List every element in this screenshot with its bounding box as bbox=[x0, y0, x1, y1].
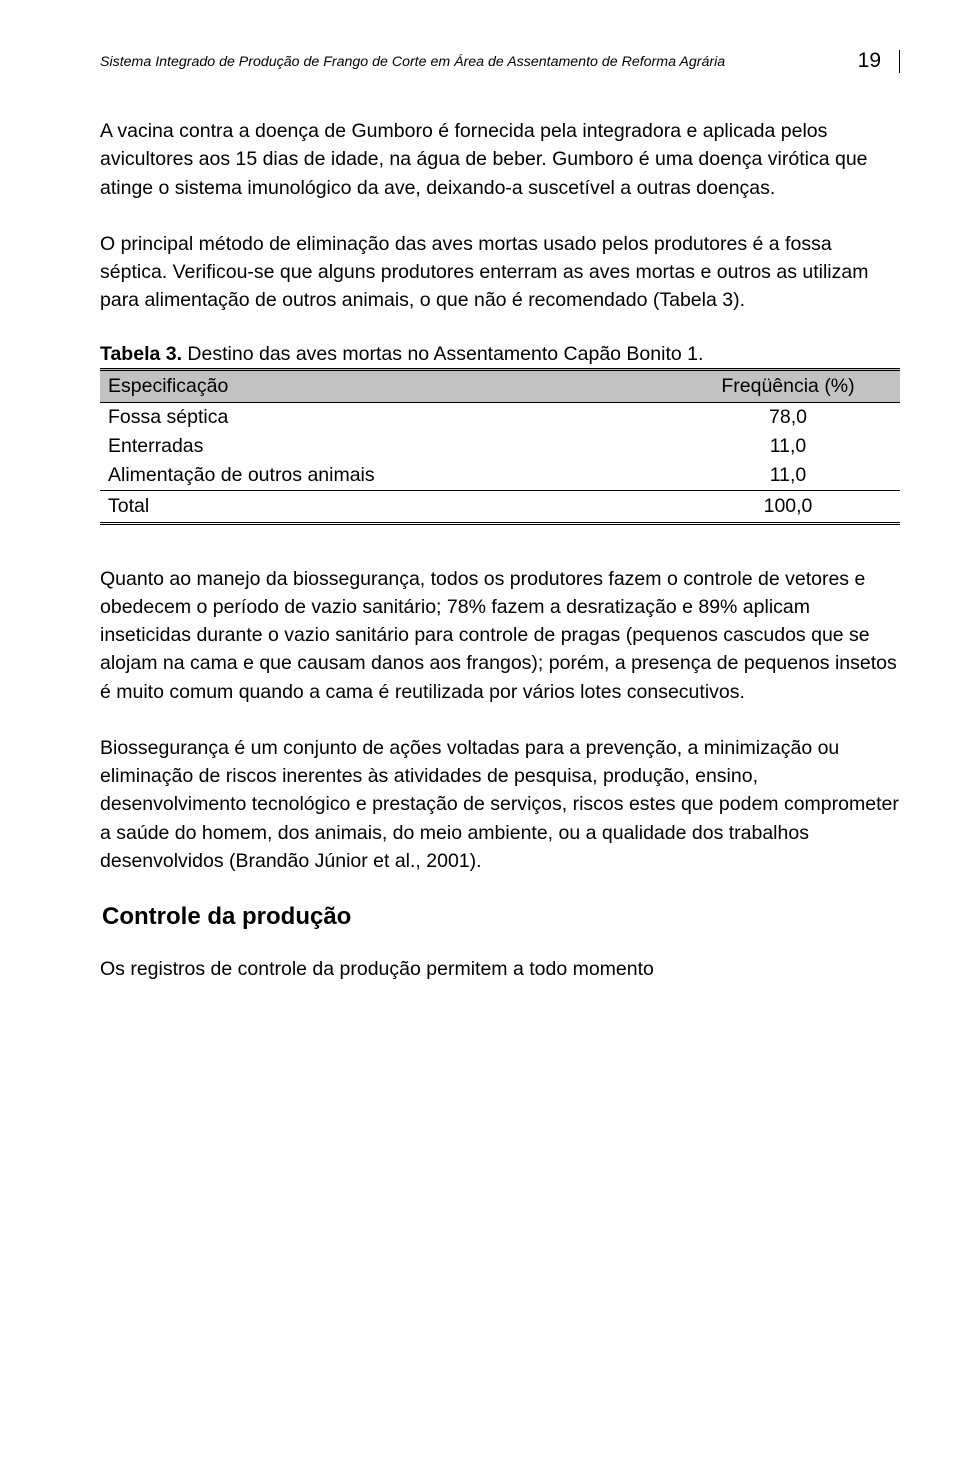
paragraph-1: A vacina contra a doença de Gumboro é fo… bbox=[100, 117, 900, 202]
paragraph-3: Quanto ao manejo da biossegurança, todos… bbox=[100, 565, 900, 706]
paragraph-5: Os registros de controle da produção per… bbox=[100, 955, 900, 983]
table-total-value: 100,0 bbox=[676, 490, 900, 523]
section-heading-controle: Controle da produção bbox=[102, 903, 900, 931]
table-cell-label: Enterradas bbox=[100, 432, 676, 461]
table-cell-value: 11,0 bbox=[676, 432, 900, 461]
paragraph-2: O principal método de eliminação das ave… bbox=[100, 230, 900, 315]
table-3-caption-text: Destino das aves mortas no Assentamento … bbox=[182, 343, 703, 365]
page-container: Sistema Integrado de Produção de Frango … bbox=[0, 0, 960, 1024]
page-number: 19 bbox=[858, 50, 881, 71]
table-col-frequencia: Freqüência (%) bbox=[676, 369, 900, 402]
table-3-caption-label: Tabela 3. bbox=[100, 343, 182, 365]
table-row: Alimentação de outros animais 11,0 bbox=[100, 461, 900, 491]
table-3-caption: Tabela 3. Destino das aves mortas no Ass… bbox=[100, 343, 900, 366]
table-cell-value: 11,0 bbox=[676, 461, 900, 491]
table-cell-value: 78,0 bbox=[676, 402, 900, 432]
paragraph-4: Biossegurança é um conjunto de ações vol… bbox=[100, 734, 900, 875]
table-cell-label: Fossa séptica bbox=[100, 402, 676, 432]
table-total-label: Total bbox=[100, 490, 676, 523]
table-header-row: Especificação Freqüência (%) bbox=[100, 369, 900, 402]
table-row: Enterradas 11,0 bbox=[100, 432, 900, 461]
table-col-especificacao: Especificação bbox=[100, 369, 676, 402]
table-cell-label: Alimentação de outros animais bbox=[100, 461, 676, 491]
running-header: Sistema Integrado de Produção de Frango … bbox=[100, 50, 900, 73]
running-title: Sistema Integrado de Produção de Frango … bbox=[100, 53, 838, 71]
table-row: Fossa séptica 78,0 bbox=[100, 402, 900, 432]
table-3: Especificação Freqüência (%) Fossa sépti… bbox=[100, 368, 900, 525]
table-total-row: Total 100,0 bbox=[100, 490, 900, 523]
